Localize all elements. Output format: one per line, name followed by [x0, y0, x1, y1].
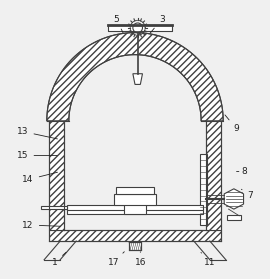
Bar	[49, 230, 221, 241]
Text: 12: 12	[22, 220, 60, 230]
Polygon shape	[224, 189, 244, 209]
Bar	[206, 121, 221, 230]
Text: 1: 1	[52, 252, 66, 267]
Text: 17: 17	[108, 252, 124, 267]
Text: 8: 8	[237, 167, 247, 176]
Text: 5: 5	[113, 15, 123, 33]
Text: 14: 14	[22, 172, 58, 184]
Text: 16: 16	[134, 252, 146, 267]
Bar	[67, 205, 203, 210]
Bar	[42, 206, 67, 209]
Bar	[49, 121, 64, 230]
Polygon shape	[133, 74, 143, 85]
Bar	[49, 230, 221, 241]
Text: 13: 13	[17, 127, 58, 139]
Bar	[114, 194, 156, 205]
Text: 11: 11	[201, 252, 215, 267]
Polygon shape	[47, 33, 223, 121]
Bar	[108, 25, 173, 31]
Bar	[67, 209, 203, 214]
Text: 7: 7	[241, 189, 253, 200]
Bar	[124, 201, 146, 213]
Bar	[227, 215, 241, 220]
Circle shape	[133, 23, 143, 33]
Text: 9: 9	[225, 115, 239, 133]
Text: 15: 15	[17, 151, 58, 160]
Bar	[200, 155, 207, 225]
Text: 3: 3	[150, 15, 165, 33]
Bar	[116, 187, 154, 194]
Bar	[49, 121, 64, 230]
Bar	[206, 121, 221, 230]
Bar	[129, 242, 141, 250]
